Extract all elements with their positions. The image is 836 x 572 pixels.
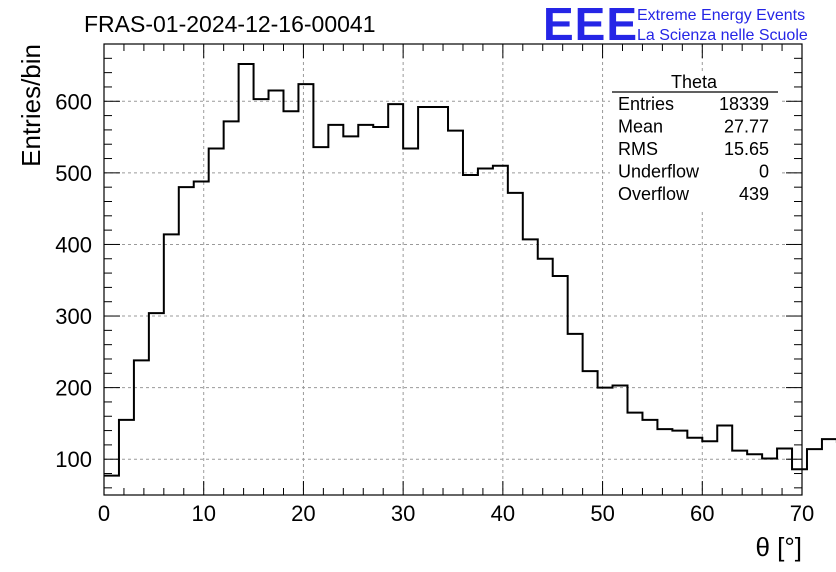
histogram-bin bbox=[328, 125, 343, 495]
histogram-bin bbox=[642, 420, 657, 495]
histogram-bin bbox=[657, 429, 672, 495]
histogram-bin bbox=[134, 360, 149, 495]
logo: EEE Extreme Energy Events La Scienza nel… bbox=[543, 0, 808, 50]
histogram-bin bbox=[239, 64, 254, 495]
x-tick-label: 10 bbox=[191, 501, 215, 526]
histogram-bin bbox=[613, 385, 628, 495]
histogram-bin bbox=[792, 469, 807, 495]
y-axis-title: Entries/bin bbox=[16, 44, 46, 167]
histogram-bin bbox=[553, 276, 568, 495]
histogram-bin bbox=[717, 426, 732, 495]
stats-value: 15.65 bbox=[724, 139, 769, 159]
stats-label: RMS bbox=[618, 139, 658, 159]
stats-label: Entries bbox=[618, 94, 674, 114]
histogram-bin bbox=[672, 431, 687, 495]
plot-frame bbox=[103, 43, 803, 496]
x-tick-label: 60 bbox=[690, 501, 714, 526]
histogram-bin bbox=[702, 441, 717, 495]
stats-title: Theta bbox=[671, 72, 718, 92]
histogram-bin bbox=[508, 193, 523, 495]
histogram-bin bbox=[358, 125, 373, 495]
x-axis-title: θ [°] bbox=[755, 532, 802, 562]
stats-label: Mean bbox=[618, 117, 663, 137]
histogram-bin bbox=[747, 454, 762, 495]
histogram-bin bbox=[807, 449, 822, 495]
histogram-bin bbox=[418, 107, 433, 495]
stats-rows: Entries 18339 Mean 27.77 RMS 15.65 Underflow 0 O… bbox=[618, 94, 769, 204]
histogram-bin bbox=[777, 448, 792, 495]
y-tick-label: 200 bbox=[55, 376, 92, 401]
stats-value: 439 bbox=[739, 184, 769, 204]
histogram-bin bbox=[149, 313, 164, 495]
x-tick-label: 70 bbox=[790, 501, 814, 526]
histogram-bin bbox=[104, 476, 119, 495]
x-tick-label: 0 bbox=[98, 501, 110, 526]
x-tick-label: 30 bbox=[391, 501, 415, 526]
histogram-bin bbox=[433, 107, 448, 495]
stats-value: 0 bbox=[759, 162, 769, 182]
histogram-bin bbox=[523, 239, 538, 495]
histogram-bin bbox=[568, 334, 583, 495]
tick-labels: 0 10 20 30 40 50 60 70 100 200 300 400 500 600 bbox=[55, 89, 814, 526]
histogram-bin bbox=[822, 439, 836, 495]
histogram-bin bbox=[179, 187, 194, 495]
logo-mark: EEE bbox=[543, 0, 638, 50]
y-tick-label: 100 bbox=[55, 447, 92, 472]
logo-line-2: La Scienza nelle Scuole bbox=[637, 27, 808, 44]
stats-background bbox=[610, 72, 780, 212]
histogram-bin bbox=[403, 149, 418, 495]
histogram-bin bbox=[583, 371, 598, 495]
histogram-bin bbox=[493, 166, 508, 495]
histogram-bin bbox=[373, 127, 388, 495]
y-tick-label: 600 bbox=[55, 89, 92, 114]
histogram-bin bbox=[687, 438, 702, 495]
histogram-bin bbox=[538, 259, 553, 495]
x-tick-label: 50 bbox=[590, 501, 614, 526]
histogram-bin bbox=[762, 458, 777, 495]
stats-value: 27.77 bbox=[724, 117, 769, 137]
histogram-bin bbox=[388, 104, 403, 495]
histogram-bin bbox=[478, 169, 493, 495]
histogram-bin bbox=[224, 121, 239, 495]
histogram-bin bbox=[254, 99, 269, 495]
x-tick-label: 20 bbox=[291, 501, 315, 526]
histogram-bin bbox=[119, 420, 134, 495]
histogram-bin bbox=[194, 181, 209, 495]
y-tick-label: 300 bbox=[55, 304, 92, 329]
histogram-bin bbox=[269, 91, 284, 495]
histogram-bin bbox=[463, 175, 478, 495]
histogram-bin bbox=[283, 111, 298, 495]
histogram-bin bbox=[448, 131, 463, 495]
histogram-bin bbox=[209, 149, 224, 495]
stats-label: Overflow bbox=[618, 184, 690, 204]
histogram-bin bbox=[313, 147, 328, 495]
x-tick-label: 40 bbox=[491, 501, 515, 526]
stats-value: 18339 bbox=[719, 94, 769, 114]
stats-box: Theta Entries 18339 Mean 27.77 RMS 15.65 Under… bbox=[610, 72, 780, 212]
logo-line-1: Extreme Energy Events bbox=[637, 7, 805, 24]
y-tick-label: 400 bbox=[55, 232, 92, 257]
histogram-bin bbox=[732, 451, 747, 495]
histogram-bin bbox=[598, 388, 613, 495]
histogram-bin bbox=[298, 84, 313, 495]
histogram-outline bbox=[104, 63, 836, 477]
histogram-bin bbox=[343, 136, 358, 495]
y-tick-label: 500 bbox=[55, 161, 92, 186]
grid bbox=[104, 44, 802, 495]
histogram-bin bbox=[164, 234, 179, 495]
chart-title: FRAS-01-2024-12-16-00041 bbox=[84, 11, 376, 37]
histogram-bin bbox=[628, 413, 643, 495]
stats-label: Underflow bbox=[618, 162, 700, 182]
